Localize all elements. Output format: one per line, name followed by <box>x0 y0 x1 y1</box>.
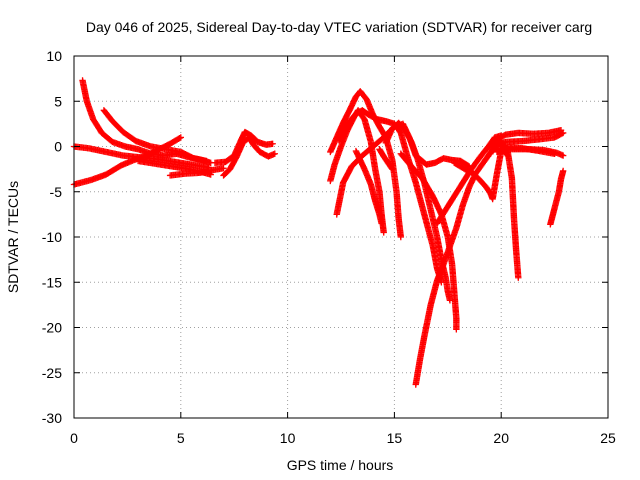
x-tick-label: 0 <box>70 430 78 446</box>
series-s6 <box>166 165 227 179</box>
data-point <box>380 229 387 236</box>
data-points <box>70 77 567 388</box>
axis-ticks <box>73 55 609 419</box>
y-tick-label: 0 <box>54 139 62 155</box>
data-point <box>176 134 183 142</box>
data-point <box>177 134 184 141</box>
x-tick-label: 10 <box>280 430 296 446</box>
data-point <box>559 152 567 159</box>
series-s14 <box>376 146 396 173</box>
series-s8 <box>220 134 278 179</box>
chart-title: Day 046 of 2025, Sidereal Day-to-day VTE… <box>86 19 592 35</box>
series-s16 <box>397 150 460 333</box>
series-s24 <box>547 167 567 228</box>
y-tick-label: -20 <box>42 320 62 336</box>
data-point <box>559 167 567 175</box>
series-s2 <box>100 107 210 165</box>
y-tick-label: -15 <box>42 274 62 290</box>
series-s4 <box>70 134 184 188</box>
x-tick-label: 25 <box>600 430 616 446</box>
data-point <box>397 233 405 241</box>
data-point <box>220 165 227 172</box>
y-tick-label: -10 <box>42 229 62 245</box>
y-tick-label: 5 <box>54 93 62 109</box>
data-point <box>389 165 396 173</box>
y-tick-label: -25 <box>42 365 62 381</box>
data-point <box>515 274 522 281</box>
x-tick-label: 20 <box>493 430 509 446</box>
data-point <box>551 150 558 157</box>
y-axis-label: SDTVAR / TECUs <box>5 181 21 293</box>
y-tick-label: -5 <box>50 184 63 200</box>
data-point <box>388 164 395 172</box>
series-s13 <box>352 147 385 227</box>
x-axis-label: GPS time / hours <box>287 457 394 473</box>
data-point <box>378 220 385 227</box>
y-tick-label: 10 <box>46 48 62 64</box>
data-point <box>203 157 210 165</box>
data-point <box>453 326 460 333</box>
series-s23 <box>493 144 558 157</box>
data-point <box>269 140 276 147</box>
data-point <box>271 150 278 157</box>
series-s12 <box>335 107 445 286</box>
series-s10 <box>327 88 405 241</box>
grid-lines <box>74 56 608 418</box>
y-tick-label: -30 <box>42 410 62 426</box>
tick-labels: 0 5 10 15 20 25 10 5 0 -5 -10 -15 -20 -25 -30 <box>42 48 616 446</box>
x-tick-label: 15 <box>387 430 403 446</box>
data-point <box>559 129 567 137</box>
x-tick-label: 5 <box>177 430 185 446</box>
series-s7 <box>211 128 276 166</box>
